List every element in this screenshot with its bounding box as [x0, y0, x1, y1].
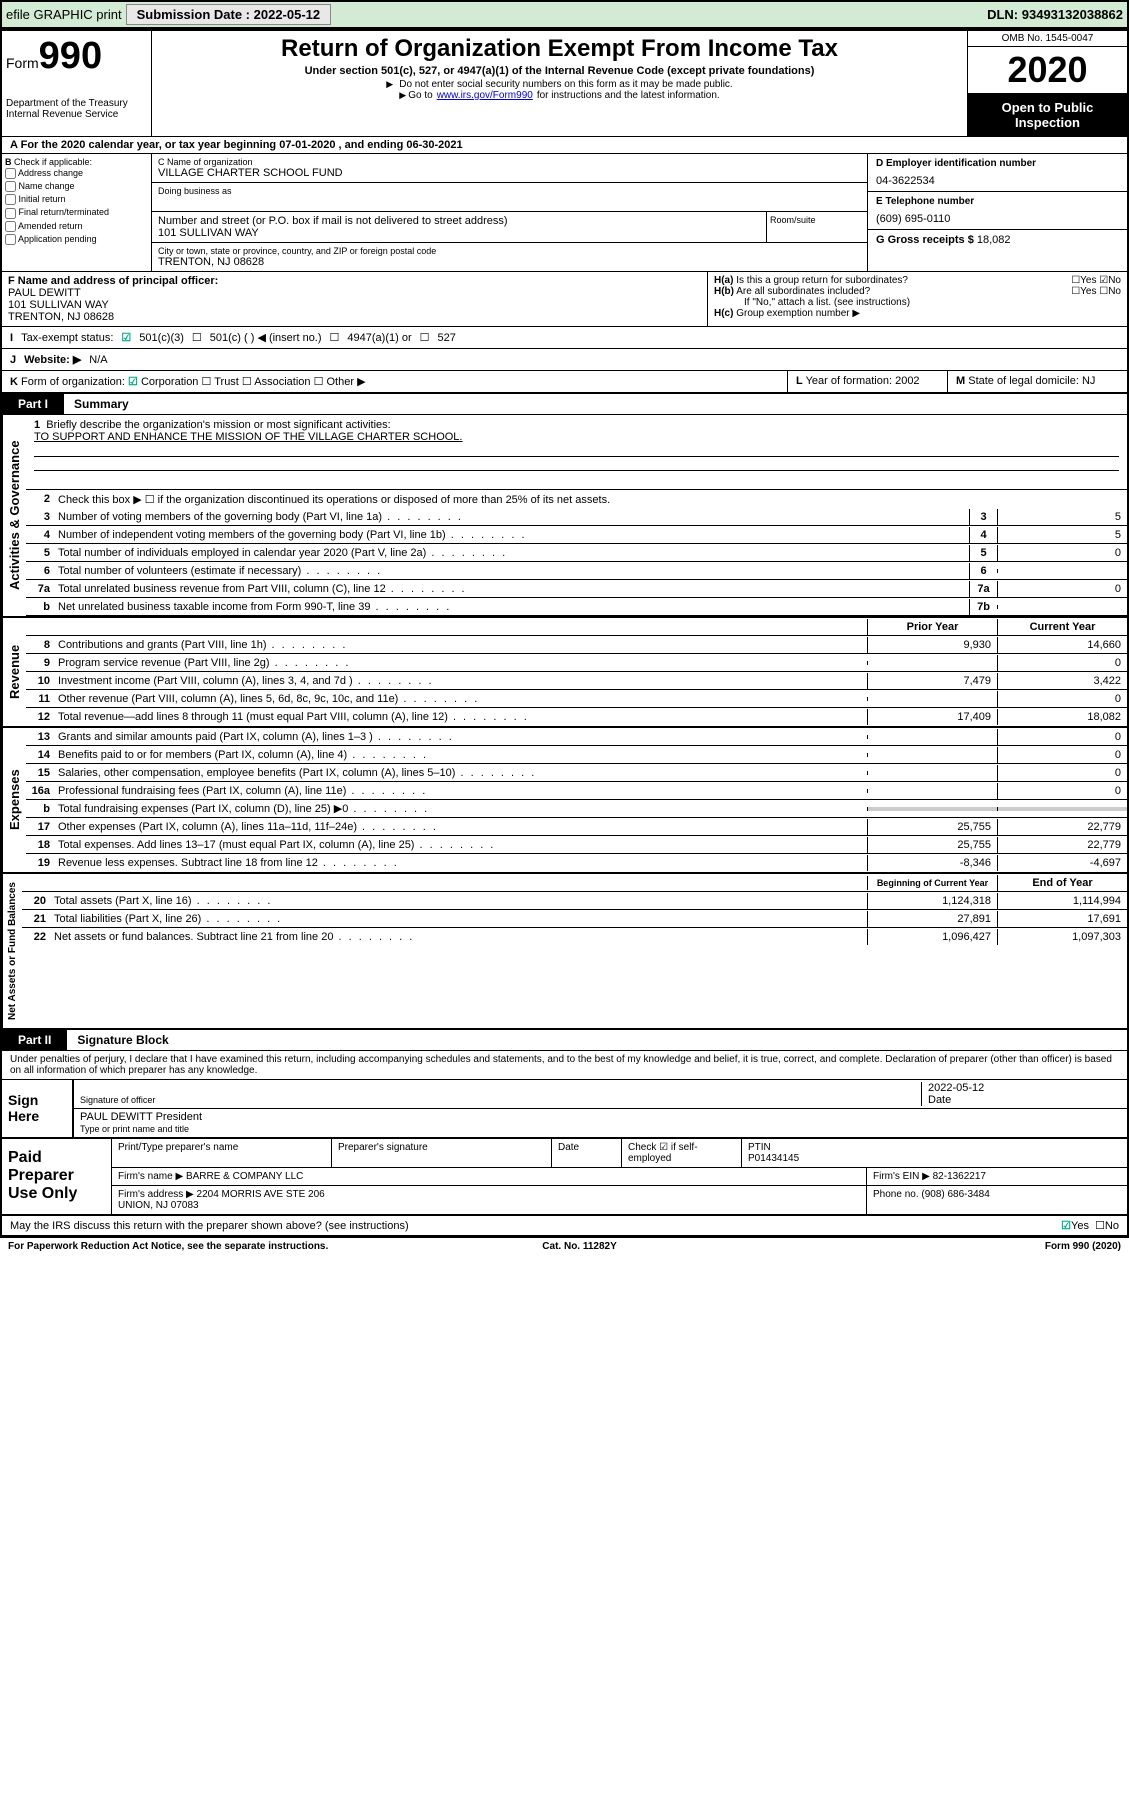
gov-line: 4 Number of independent voting members o…	[26, 526, 1127, 544]
row-k: K Form of organization: ☑ Corporation ☐ …	[2, 371, 1127, 394]
officer-box: F Name and address of principal officer:…	[2, 272, 707, 326]
phone-box: E Telephone number (609) 695-0110	[868, 192, 1127, 230]
mission-block: 1 Briefly describe the organization's mi…	[26, 415, 1127, 490]
data-line: 20 Total assets (Part X, line 16) 1,124,…	[22, 892, 1127, 910]
header-mid: Return of Organization Exempt From Incom…	[152, 31, 967, 136]
public-inspection: Open to Public Inspection	[968, 94, 1127, 136]
chk-final[interactable]: Final return/terminated	[5, 206, 148, 219]
data-line: 21 Total liabilities (Part X, line 26) 2…	[22, 910, 1127, 928]
city-box: City or town, state or province, country…	[152, 243, 867, 271]
row-fh: F Name and address of principal officer:…	[2, 272, 1127, 327]
submission-btn[interactable]: Submission Date : 2022-05-12	[126, 4, 332, 25]
part1-header: Part I Summary	[2, 394, 1127, 415]
check-applicable: B Check if applicable: Address change Na…	[2, 154, 152, 271]
tax-year: 2020	[968, 47, 1127, 94]
ein-box: D Employer identification number 04-3622…	[868, 154, 1127, 192]
governance-section: Activities & Governance 1 Briefly descri…	[2, 415, 1127, 618]
chk-pending[interactable]: Application pending	[5, 233, 148, 246]
netassets-section: Net Assets or Fund Balances Beginning of…	[2, 874, 1127, 1030]
header-sub3: Go to www.irs.gov/Form990 for instructio…	[156, 90, 963, 101]
omb-number: OMB No. 1545-0047	[968, 31, 1127, 47]
right-info: D Employer identification number 04-3622…	[867, 154, 1127, 271]
revenue-section: Revenue b Prior Year Current Year 8 Cont…	[2, 618, 1127, 728]
form-header: Form990 Department of the Treasury Inter…	[2, 31, 1127, 137]
section-b: B Check if applicable: Address change Na…	[2, 154, 1127, 272]
gross-box: G Gross receipts $ 18,082	[868, 230, 1127, 250]
row-j: J Website: ▶ N/A	[2, 349, 1127, 371]
header-right: OMB No. 1545-0047 2020 Open to Public In…	[967, 31, 1127, 136]
officer-signature[interactable]: Signature of officer	[80, 1082, 921, 1106]
data-line: 12 Total revenue—add lines 8 through 11 …	[26, 708, 1127, 726]
org-name-box: C Name of organization VILLAGE CHARTER S…	[152, 154, 867, 183]
org-info: C Name of organization VILLAGE CHARTER S…	[152, 154, 867, 271]
data-line: 14 Benefits paid to or for members (Part…	[26, 746, 1127, 764]
data-line: 11 Other revenue (Part VIII, column (A),…	[26, 690, 1127, 708]
org-name: VILLAGE CHARTER SCHOOL FUND	[158, 167, 861, 179]
paid-preparer: Paid Preparer Use Only Print/Type prepar…	[2, 1139, 1127, 1216]
data-line: 19 Revenue less expenses. Subtract line …	[26, 854, 1127, 872]
data-line: 13 Grants and similar amounts paid (Part…	[26, 728, 1127, 746]
room-box: Room/suite	[767, 212, 867, 242]
chk-initial[interactable]: Initial return	[5, 193, 148, 206]
data-line: 10 Investment income (Part VIII, column …	[26, 672, 1127, 690]
chk-name[interactable]: Name change	[5, 180, 148, 193]
data-line: 15 Salaries, other compensation, employe…	[26, 764, 1127, 782]
gov-line: 7a Total unrelated business revenue from…	[26, 580, 1127, 598]
top-toolbar: efile GRAPHIC print Submission Date : 20…	[0, 0, 1129, 29]
chk-address[interactable]: Address change	[5, 167, 148, 180]
dba-box: Doing business as	[152, 183, 867, 212]
expenses-section: Expenses 13 Grants and similar amounts p…	[2, 728, 1127, 874]
form-title: Return of Organization Exempt From Incom…	[156, 35, 963, 63]
chk-501c3[interactable]: ☑	[121, 331, 131, 344]
period-line: A For the 2020 calendar year, or tax yea…	[2, 137, 1127, 154]
chk-amended[interactable]: Amended return	[5, 220, 148, 233]
data-line: 17 Other expenses (Part IX, column (A), …	[26, 818, 1127, 836]
discuss-row: May the IRS discuss this return with the…	[2, 1216, 1127, 1236]
header-left: Form990 Department of the Treasury Inter…	[2, 31, 152, 136]
data-line: 9 Program service revenue (Part VIII, li…	[26, 654, 1127, 672]
row-i: I Tax-exempt status: ☑ 501(c)(3) ☐ 501(c…	[2, 327, 1127, 349]
header-sub2: Do not enter social security numbers on …	[156, 79, 963, 90]
data-line: 22 Net assets or fund balances. Subtract…	[22, 928, 1127, 946]
dln: DLN: 93493132038862	[987, 7, 1123, 22]
dept-label: Department of the Treasury Internal Reve…	[6, 98, 147, 120]
data-line: 18 Total expenses. Add lines 13–17 (must…	[26, 836, 1127, 854]
part2-header: Part II Signature Block	[2, 1030, 1127, 1051]
data-line: 16a Professional fundraising fees (Part …	[26, 782, 1127, 800]
header-sub1: Under section 501(c), 527, or 4947(a)(1)…	[156, 65, 963, 77]
group-return-box: H(a) Is this a group return for subordin…	[707, 272, 1127, 326]
data-line: 8 Contributions and grants (Part VIII, l…	[26, 636, 1127, 654]
form-container: Form990 Department of the Treasury Inter…	[0, 29, 1129, 1238]
signature-block: Under penalties of perjury, I declare th…	[2, 1051, 1127, 1139]
gov-line: 6 Total number of volunteers (estimate i…	[26, 562, 1127, 580]
instructions-link[interactable]: www.irs.gov/Form990	[437, 90, 533, 101]
data-line: b Total fundraising expenses (Part IX, c…	[26, 800, 1127, 818]
page-footer: For Paperwork Reduction Act Notice, see …	[0, 1238, 1129, 1255]
efile-label: efile GRAPHIC print	[6, 7, 122, 22]
gov-line: 3 Number of voting members of the govern…	[26, 508, 1127, 526]
street-box: Number and street (or P.O. box if mail i…	[152, 212, 767, 242]
gov-line: 5 Total number of individuals employed i…	[26, 544, 1127, 562]
gov-line: b Net unrelated business taxable income …	[26, 598, 1127, 616]
